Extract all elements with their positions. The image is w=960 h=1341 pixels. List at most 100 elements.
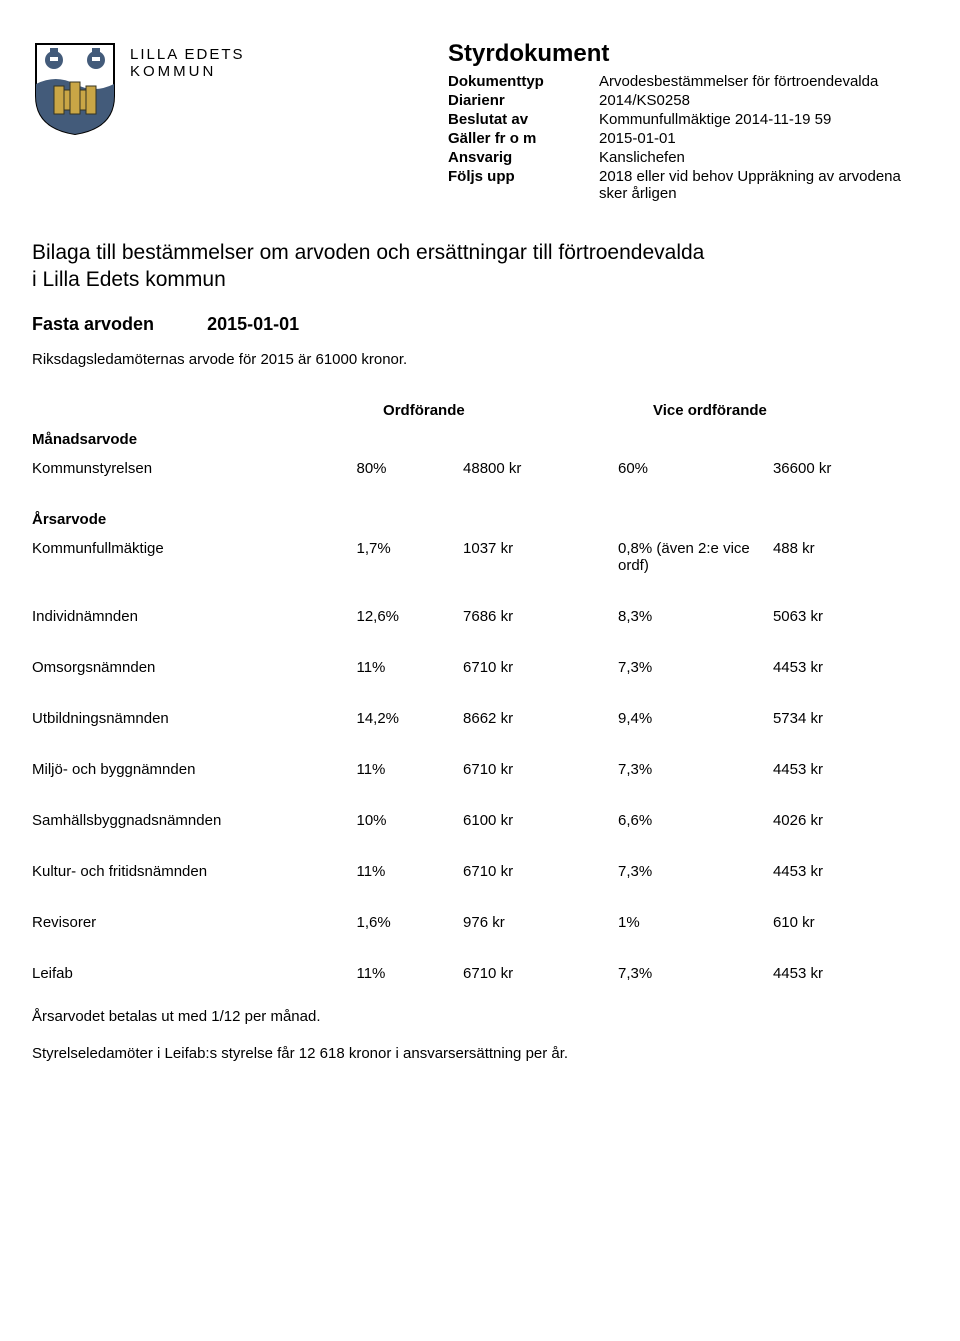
meta-table: DokumenttypArvodesbestämmelser för förtr… [448, 72, 928, 203]
row-amt: 1037 kr [463, 534, 618, 580]
row-amt2: 4453 kr [773, 755, 928, 784]
meta-label: Diarienr [448, 91, 599, 110]
col-blank [32, 396, 356, 425]
row-pct: 10% [356, 806, 463, 835]
meta-label: Beslutat av [448, 110, 599, 129]
row-amt: 6100 kr [463, 806, 618, 835]
footnote-2: Styrelseledamöter i Leifab:s styrelse få… [32, 1045, 928, 1062]
meta-label: Ansvarig [448, 148, 599, 167]
document-meta: Styrdokument DokumenttypArvodesbestämmel… [448, 40, 928, 203]
row-amt: 6710 kr [463, 653, 618, 682]
row-name: Omsorgsnämnden [32, 653, 356, 682]
meta-row: Diarienr2014/KS0258 [448, 91, 928, 110]
meta-label: Följs upp [448, 167, 599, 203]
meta-row: AnsvarigKanslichefen [448, 148, 928, 167]
row-pct: 11% [356, 959, 463, 988]
row-pct2: 8,3% [618, 602, 773, 631]
row-amt2: 36600 kr [773, 454, 928, 483]
fasta-date: 2015-01-01 [207, 314, 299, 334]
row-pct2: 7,3% [618, 959, 773, 988]
meta-row: DokumenttypArvodesbestämmelser för förtr… [448, 72, 928, 91]
row-pct: 1,7% [356, 534, 463, 580]
meta-label: Gäller fr o m [448, 129, 599, 148]
meta-value: 2018 eller vid behov Uppräkning av arvod… [599, 167, 928, 203]
row-pct2: 0,8% (även 2:e vice ordf) [618, 534, 773, 580]
row-name: Kommunstyrelsen [32, 454, 356, 483]
row-amt: 6710 kr [463, 857, 618, 886]
kommun-line2: KOMMUN [130, 63, 245, 80]
meta-value: 2014/KS0258 [599, 91, 928, 110]
row-amt2: 4453 kr [773, 959, 928, 988]
row-name: Kultur- och fritidsnämnden [32, 857, 356, 886]
row-amt2: 5734 kr [773, 704, 928, 733]
fasta-label: Fasta arvoden [32, 314, 154, 334]
arvode-table: Ordförande Vice ordförande Månadsarvode … [32, 396, 928, 988]
row-pct2: 1% [618, 908, 773, 937]
fasta-arvoden-heading: Fasta arvoden 2015-01-01 [32, 314, 928, 335]
row-amt2: 4026 kr [773, 806, 928, 835]
row-pct: 80% [356, 454, 463, 483]
table-row: Utbildningsnämnden 14,2% 8662 kr 9,4% 57… [32, 704, 928, 733]
row-name: Leifab [32, 959, 356, 988]
municipality-shield-icon [32, 40, 118, 136]
meta-label: Dokumenttyp [448, 72, 599, 91]
row-amt: 976 kr [463, 908, 618, 937]
row-amt: 7686 kr [463, 602, 618, 631]
table-header-row: Ordförande Vice ordförande [32, 396, 928, 425]
row-pct: 14,2% [356, 704, 463, 733]
table-row: Samhällsbyggnadsnämnden 10% 6100 kr 6,6%… [32, 806, 928, 835]
table-row: Individnämnden 12,6% 7686 kr 8,3% 5063 k… [32, 602, 928, 631]
meta-title: Styrdokument [448, 40, 928, 68]
logo-block: LILLA EDETS KOMMUN [32, 40, 245, 136]
table-row: Miljö- och byggnämnden 11% 6710 kr 7,3% … [32, 755, 928, 784]
table-row: Kommunstyrelsen 80% 48800 kr 60% 36600 k… [32, 454, 928, 483]
row-amt: 6710 kr [463, 959, 618, 988]
row-pct2: 6,6% [618, 806, 773, 835]
row-amt2: 610 kr [773, 908, 928, 937]
col-ord-label: Ordförande [383, 396, 538, 425]
row-amt2: 5063 kr [773, 602, 928, 631]
meta-value: 2015-01-01 [599, 129, 928, 148]
row-pct2: 9,4% [618, 704, 773, 733]
meta-row: Följs upp2018 eller vid behov Uppräkning… [448, 167, 928, 203]
kommun-line1: LILLA EDETS [130, 46, 245, 63]
row-amt: 6710 kr [463, 755, 618, 784]
footnote-1: Årsarvodet betalas ut med 1/12 per månad… [32, 1008, 928, 1025]
row-pct2: 7,3% [618, 857, 773, 886]
row-amt: 8662 kr [463, 704, 618, 733]
table-row: Kultur- och fritidsnämnden 11% 6710 kr 7… [32, 857, 928, 886]
row-pct2: 60% [618, 454, 773, 483]
row-name: Utbildningsnämnden [32, 704, 356, 733]
section-title-line2: i Lilla Edets kommun [32, 268, 226, 291]
row-pct: 12,6% [356, 602, 463, 631]
meta-value: Arvodesbestämmelser för förtroendevalda [599, 72, 928, 91]
meta-row: Gäller fr o m2015-01-01 [448, 129, 928, 148]
table-row: Revisorer 1,6% 976 kr 1% 610 kr [32, 908, 928, 937]
row-amt: 48800 kr [463, 454, 618, 483]
row-amt2: 4453 kr [773, 653, 928, 682]
row-name: Revisorer [32, 908, 356, 937]
meta-row: Beslutat avKommunfullmäktige 2014-11-19 … [448, 110, 928, 129]
row-pct: 11% [356, 653, 463, 682]
row-pct2: 7,3% [618, 653, 773, 682]
row-pct: 11% [356, 857, 463, 886]
row-name: Kommunfullmäktige [32, 534, 356, 580]
table-row: Kommunfullmäktige 1,7% 1037 kr 0,8% (äve… [32, 534, 928, 580]
row-pct: 1,6% [356, 908, 463, 937]
municipality-name: LILLA EDETS KOMMUN [130, 40, 245, 80]
row-name: Miljö- och byggnämnden [32, 755, 356, 784]
section-title: Bilaga till bestämmelser om arvoden och … [32, 239, 928, 294]
group-heading: Månadsarvode [32, 425, 928, 454]
row-amt2: 4453 kr [773, 857, 928, 886]
table-row: Leifab 11% 6710 kr 7,3% 4453 kr [32, 959, 928, 988]
row-name: Individnämnden [32, 602, 356, 631]
row-pct: 11% [356, 755, 463, 784]
riksdag-arvode-text: Riksdagsledamöternas arvode för 2015 är … [32, 351, 928, 368]
row-pct2: 7,3% [618, 755, 773, 784]
meta-value: Kommunfullmäktige 2014-11-19 59 [599, 110, 928, 129]
row-name: Samhällsbyggnadsnämnden [32, 806, 356, 835]
col-vice-label: Vice ordförande [653, 396, 808, 425]
section-title-line1: Bilaga till bestämmelser om arvoden och … [32, 241, 704, 264]
group-heading: Årsarvode [32, 505, 928, 534]
page-header: LILLA EDETS KOMMUN Styrdokument Dokument… [32, 40, 928, 203]
